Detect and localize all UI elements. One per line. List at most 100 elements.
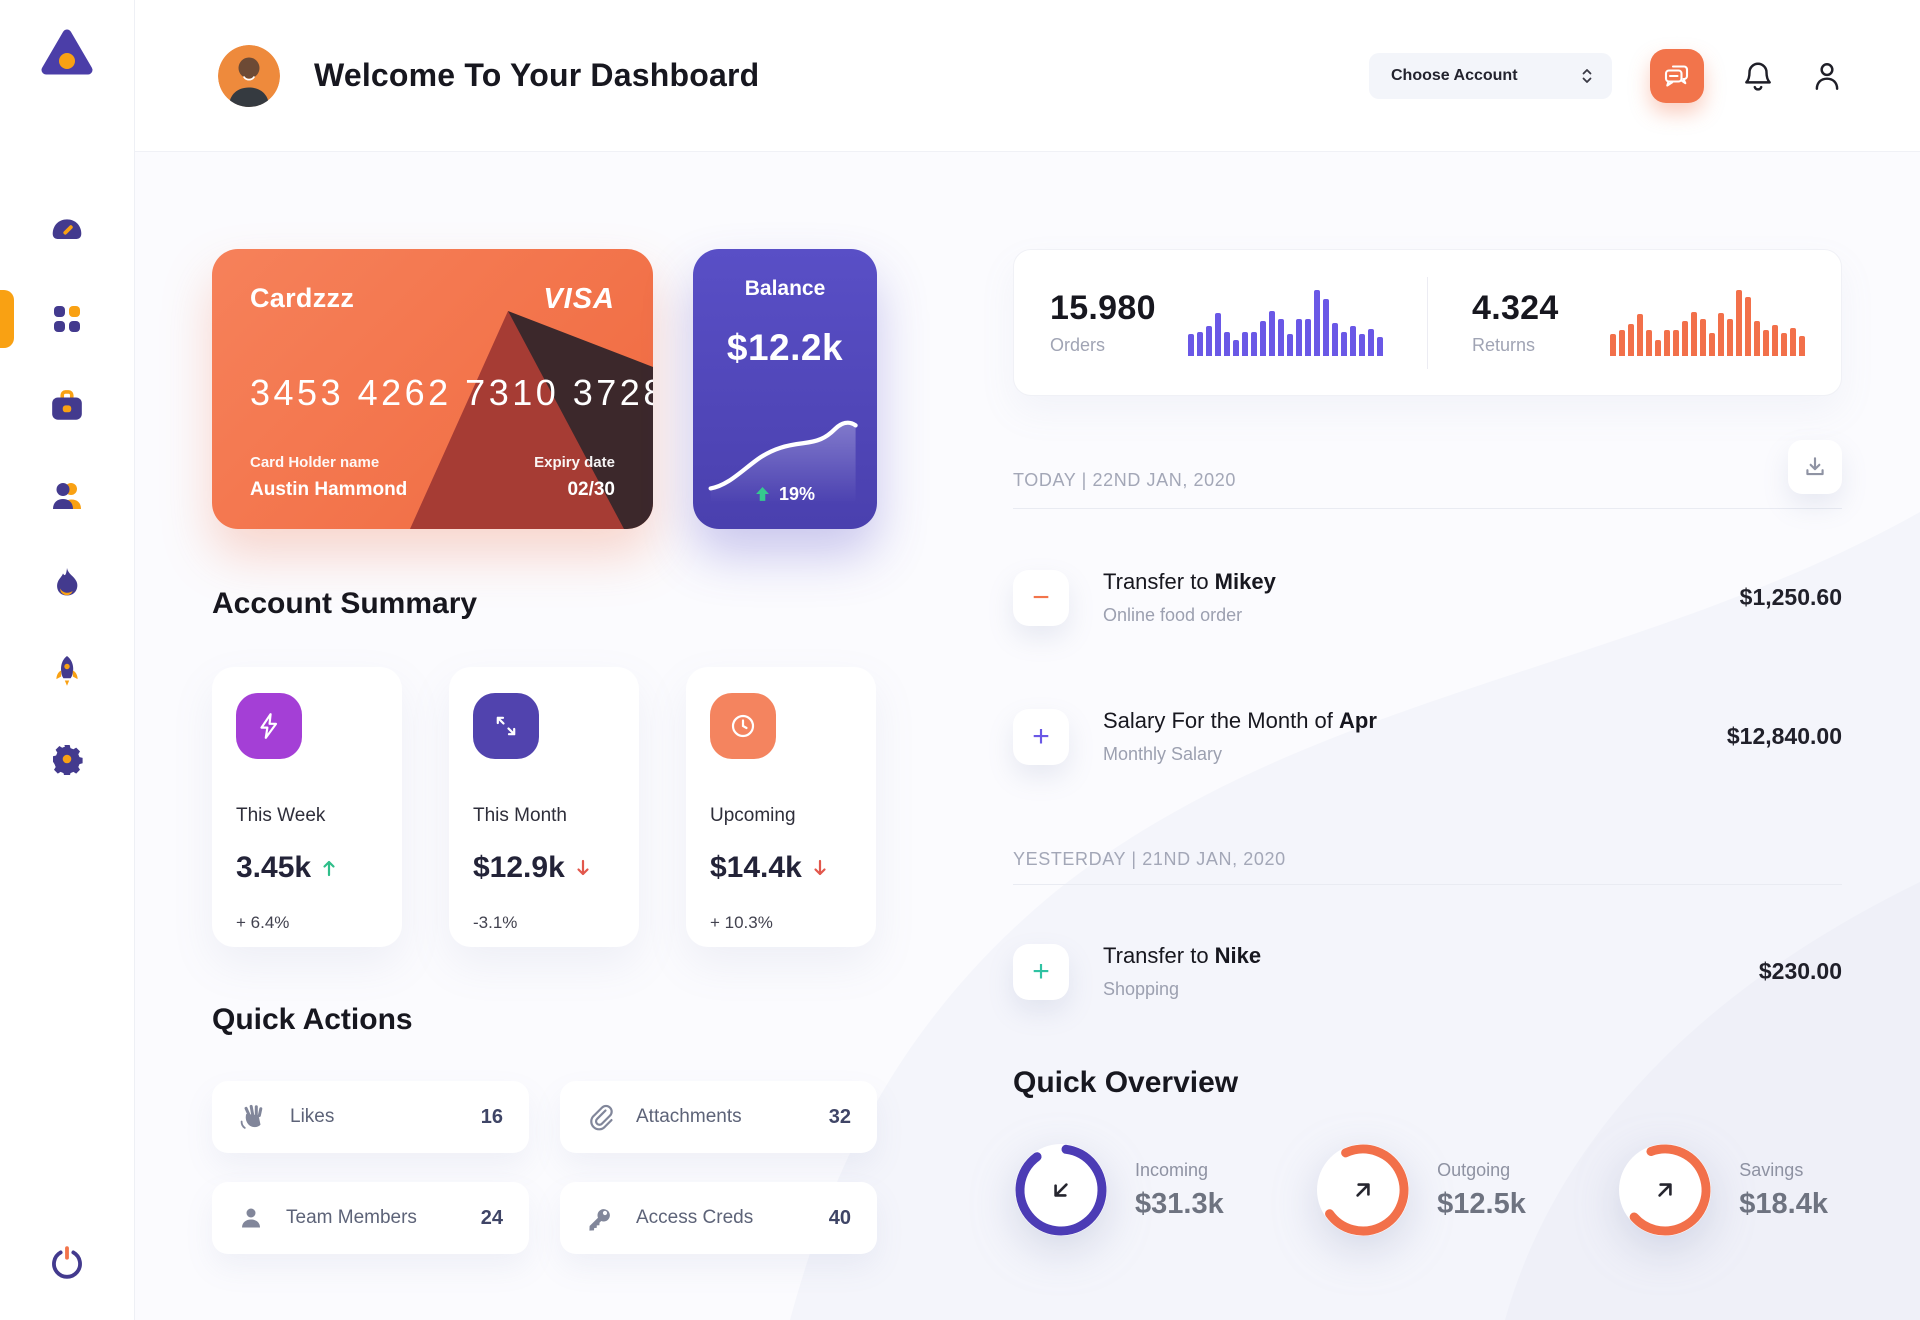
tx-title: Transfer to Nike <box>1103 943 1262 968</box>
tx-amount: $230.00 <box>1758 958 1842 984</box>
tile-label: Team Members <box>286 1207 417 1228</box>
sidebar <box>0 0 135 1320</box>
stats-divider <box>1427 276 1428 369</box>
user-icon <box>1815 62 1839 90</box>
overview-label: Incoming <box>1135 1159 1209 1180</box>
credit-card[interactable]: Cardzzz VISA 3453 4262 7310 3728 Card Ho… <box>212 249 653 529</box>
summary-label: This Week <box>236 805 326 826</box>
tx-subtitle: Online food order <box>1103 605 1243 625</box>
orders-value: 15.980 <box>1050 289 1156 327</box>
tx-title: Transfer to Mikey <box>1103 569 1276 594</box>
sidebar-item-launch[interactable] <box>47 651 87 691</box>
orders-returns-card: 15.980 Orders 4.324 Returns <box>1013 249 1842 396</box>
plus-icon: + <box>1013 708 1069 765</box>
choose-account-select[interactable]: Choose Account <box>1369 52 1612 99</box>
tx-amount: $1,250.60 <box>1739 584 1842 610</box>
card-name: Cardzzz <box>250 283 355 313</box>
summary-label: This Month <box>473 805 567 826</box>
notifications-button[interactable] <box>1742 59 1774 93</box>
arrow-up-right-icon <box>1315 1142 1411 1238</box>
returns-value: 4.324 <box>1472 289 1559 327</box>
sidebar-item-logout[interactable] <box>49 1245 85 1284</box>
summary-delta: + 10.3% <box>710 913 773 932</box>
tile-count: 32 <box>828 1105 851 1128</box>
sidebar-item-team[interactable] <box>47 475 87 515</box>
sidebar-item-apps[interactable] <box>47 299 87 339</box>
overview-label: Outgoing <box>1437 1159 1511 1180</box>
card-number: 3453 4262 7310 3728 <box>250 372 653 413</box>
tile-count: 24 <box>480 1206 503 1229</box>
arrow-up-right-icon <box>1617 1142 1713 1238</box>
tx-subtitle: Monthly Salary <box>1103 744 1223 764</box>
choose-account-label: Choose Account <box>1391 66 1518 84</box>
tx-amount: $12,840.00 <box>1726 723 1842 749</box>
overview-value: $12.5k <box>1437 1187 1526 1220</box>
account-summary-heading: Account Summary <box>212 587 478 620</box>
sidebar-item-settings[interactable] <box>47 739 87 779</box>
waving-hand-icon <box>240 1104 263 1129</box>
app-logo <box>39 26 95 83</box>
account-summary-cards: This Week 3.45k + 6.4% <box>212 667 877 947</box>
tx-title: Salary For the Month of Apr <box>1103 708 1377 733</box>
chevron-updown-icon <box>1582 68 1592 83</box>
messages-button[interactable] <box>1650 48 1704 103</box>
download-icon <box>1806 457 1824 476</box>
transaction-row-mikey[interactable]: − Transfer to Mikey Online food order $1… <box>1013 569 1842 626</box>
summary-card-this-month: This Month $12.9k -3.1% <box>449 667 639 947</box>
gauge-icon <box>52 219 82 239</box>
grid-icon <box>54 306 80 332</box>
arrow-down-left-icon <box>1013 1142 1109 1238</box>
tile-likes[interactable]: Likes 16 <box>212 1081 529 1153</box>
bell-icon <box>1745 62 1771 91</box>
up-arrow-icon <box>756 487 769 501</box>
card-holder-name: Austin Hammond <box>250 479 408 500</box>
divider <box>1013 508 1842 509</box>
balance-card[interactable]: Balance $12.2k <box>693 249 877 529</box>
power-icon <box>52 1246 82 1279</box>
visa-logo: VISA <box>543 283 615 315</box>
key-icon <box>589 1209 610 1231</box>
tx-subtitle: Shopping <box>1103 979 1180 999</box>
cards-row: Cardzzz VISA 3453 4262 7310 3728 Card Ho… <box>212 249 877 529</box>
flame-icon <box>57 568 78 596</box>
profile-button[interactable] <box>1812 60 1842 92</box>
header-actions: Choose Account <box>1369 48 1842 103</box>
overview-incoming: Incoming $31.3k <box>1013 1142 1224 1238</box>
tx-date-today: TODAY | 22ND JAN, 2020 <box>1013 470 1236 490</box>
clock-icon <box>710 693 776 759</box>
transaction-row-nike[interactable]: + Transfer to Nike Shopping $230.00 <box>1013 943 1842 1000</box>
left-column: Cardzzz VISA 3453 4262 7310 3728 Card Ho… <box>212 249 877 1254</box>
right-column: 15.980 Orders 4.324 Returns TODAY | 22ND… <box>1013 249 1842 1254</box>
sidebar-item-dashboard[interactable] <box>47 211 87 251</box>
overview-value: $18.4k <box>1739 1187 1828 1220</box>
minus-icon: − <box>1013 569 1069 626</box>
sidebar-item-trending[interactable] <box>47 563 87 603</box>
trend-down-icon <box>814 859 826 876</box>
triangle-logo-icon <box>41 29 93 75</box>
card-expiry-value: 02/30 <box>567 479 615 500</box>
tile-attachments[interactable]: Attachments 32 <box>560 1081 877 1153</box>
summary-value: $14.4k <box>710 851 802 884</box>
trend-down-icon <box>577 859 589 876</box>
tx-date-yesterday: YESTERDAY | 21ND JAN, 2020 <box>1013 849 1286 869</box>
overview-outgoing: Outgoing $12.5k <box>1315 1142 1526 1238</box>
page-title: Welcome To Your Dashboard <box>314 57 760 93</box>
sidebar-item-portfolio[interactable] <box>47 387 87 427</box>
returns-bar-chart <box>1610 289 1805 356</box>
rocket-icon <box>56 656 78 686</box>
avatar <box>218 44 280 107</box>
quick-overview-row: Incoming $31.3k <box>1013 1142 1842 1238</box>
chat-icon <box>1664 64 1689 87</box>
briefcase-icon <box>52 390 82 420</box>
transaction-row-salary[interactable]: + Salary For the Month of Apr Monthly Sa… <box>1013 708 1842 765</box>
plus-icon: + <box>1013 943 1069 1000</box>
download-button[interactable] <box>1788 440 1842 494</box>
tile-team-members[interactable]: Team Members 24 <box>212 1182 529 1254</box>
card-holder-label: Card Holder name <box>250 454 380 471</box>
quick-action-tiles: Likes 16 Attachments 32 Team Members <box>212 1081 877 1254</box>
credit-card-pattern <box>410 311 653 529</box>
summary-card-upcoming: Upcoming $14.4k + 10.3% <box>686 667 876 947</box>
tile-access-creds[interactable]: Access Creds 40 <box>560 1182 877 1254</box>
tile-count: 16 <box>480 1105 503 1128</box>
balance-value: $12.2k <box>726 327 844 368</box>
